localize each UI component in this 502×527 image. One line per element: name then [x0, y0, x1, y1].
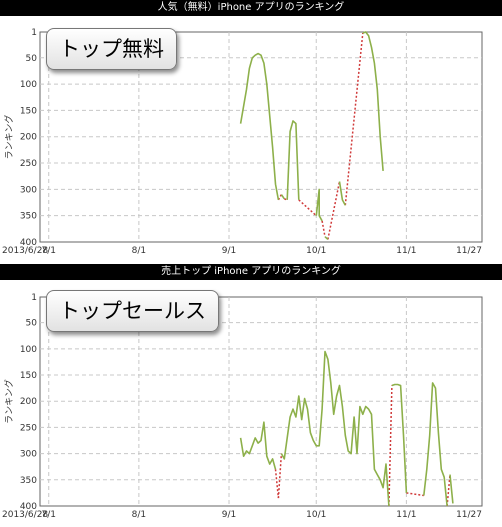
ranking-series-line: [280, 350, 390, 507]
missing-data-line: [406, 492, 424, 497]
x-tick-label: 2013/6/28: [2, 510, 48, 520]
y-tick-label: 350: [20, 212, 37, 222]
y-tick-label: 300: [20, 450, 37, 460]
ranking-series-line: [423, 382, 448, 507]
ranking-series-line: [280, 194, 285, 200]
ranking-series-line: [286, 120, 300, 200]
missing-data-line: [274, 469, 280, 499]
y-tick-label: 100: [20, 345, 37, 355]
ranking-series-line: [449, 474, 454, 504]
x-tick-label: 9/1: [222, 510, 236, 520]
y-tick-label: 350: [20, 476, 37, 486]
ranking-series-line: [324, 236, 329, 240]
y-tick-label: 400: [20, 238, 37, 248]
missing-data-line: [446, 474, 451, 507]
ranking-series-line: [362, 31, 384, 171]
y-tick-label: 150: [20, 371, 37, 381]
chart-title: 売上トップ iPhone アプリのランキング: [0, 264, 502, 280]
chart-title: 人気（無料）iPhone アプリのランキング: [0, 0, 502, 16]
x-tick-label: 2013/6/28: [2, 246, 48, 256]
y-tick-label: 200: [20, 133, 37, 143]
y-tick-label: 250: [20, 423, 37, 433]
x-tick-label: 10/1: [306, 246, 326, 256]
x-tick-label: 8/1: [132, 246, 146, 256]
missing-data-line: [344, 33, 364, 206]
ranking-series-line: [239, 52, 280, 201]
missing-data-line: [388, 385, 393, 507]
sales-ranking-panel: 売上トップ iPhone アプリのランキング 1 50 100 150 200 250 30…: [0, 264, 502, 527]
ranking-series-line: [391, 383, 408, 493]
x-tick-label: 7/1: [41, 510, 55, 520]
ranking-series-line: [239, 421, 277, 470]
missing-data-line: [277, 453, 283, 499]
missing-data-line: [321, 220, 326, 237]
x-tick-label: 11/1: [396, 510, 416, 520]
top-free-badge: トップ無料: [46, 28, 177, 70]
y-tick-label: 300: [20, 185, 37, 195]
x-tick-label: 11/1: [396, 246, 416, 256]
x-tick-label: 10/1: [306, 510, 326, 520]
y-tick-label: 100: [20, 80, 37, 90]
y-tick-label: 150: [20, 106, 37, 116]
free-ranking-panel: 人気（無料）iPhone アプリのランキング 1 50 100 150 200 250 30…: [0, 0, 502, 256]
x-tick-label: 7/1: [41, 246, 55, 256]
ranking-series-line: [338, 181, 347, 206]
missing-data-line: [327, 181, 341, 240]
x-tick-label: 11/27: [456, 510, 482, 520]
x-tick-label: 9/1: [222, 246, 236, 256]
y-tick-label: 250: [20, 159, 37, 169]
y-axis-label: ランキング: [3, 115, 15, 160]
x-tick-label: 11/27: [456, 246, 482, 256]
y-tick-label: 50: [26, 54, 38, 64]
y-tick-label: 200: [20, 397, 37, 407]
missing-data-line: [284, 198, 288, 201]
y-tick-label: 50: [26, 319, 38, 329]
y-axis-label: ランキング: [3, 379, 15, 424]
top-sales-badge: トップセールス: [46, 290, 219, 332]
x-tick-label: 8/1: [132, 510, 146, 520]
ranking-series-line: [315, 188, 323, 222]
y-tick-label: 1: [31, 28, 37, 38]
y-tick-label: 400: [20, 502, 37, 512]
y-tick-label: 1: [31, 293, 37, 303]
